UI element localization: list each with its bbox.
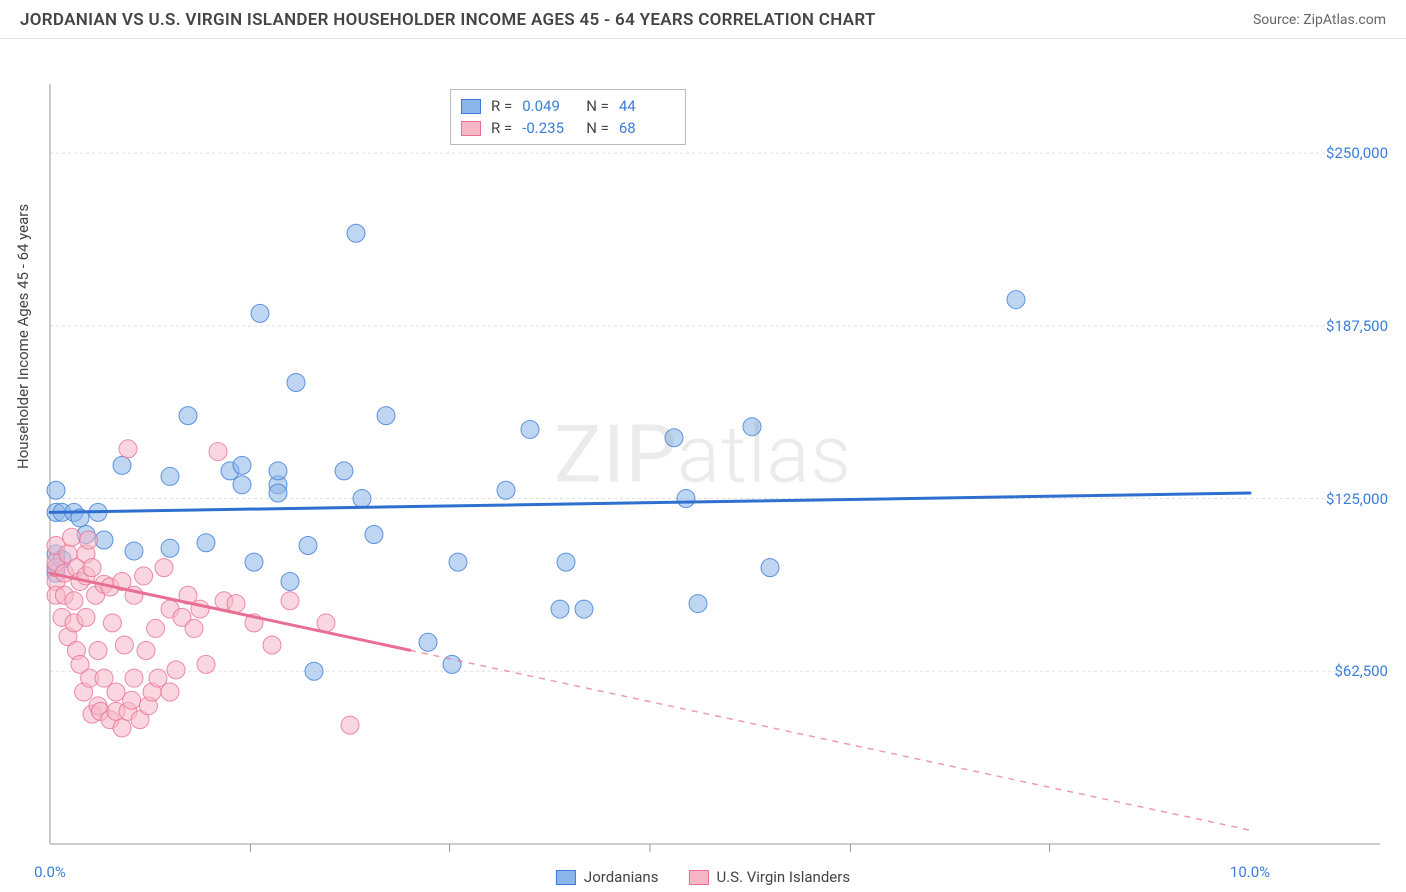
correlation-stats-box: R = 0.049 N = 44 R = -0.235 N = 68 [450,89,686,145]
n-value: 68 [619,119,673,137]
y-tick-label: $62,500 [1334,662,1388,680]
y-tick-label: $125,000 [1326,490,1388,508]
legend-label: Jordanians [584,868,659,886]
chart-area: Householder Income Ages 45 - 64 years ZI… [0,39,1406,889]
y-axis-label: Householder Income Ages 45 - 64 years [14,204,32,469]
r-value: -0.235 [522,119,576,137]
chart-header: JORDANIAN VS U.S. VIRGIN ISLANDER HOUSEH… [0,0,1406,39]
chart-title: JORDANIAN VS U.S. VIRGIN ISLANDER HOUSEH… [20,10,876,30]
stats-row: R = -0.235 N = 68 [461,117,673,139]
series-swatch-icon [461,99,481,114]
stats-row: R = 0.049 N = 44 [461,95,673,117]
legend-item: Jordanians [556,868,659,886]
legend-item: U.S. Virgin Islanders [688,868,850,886]
legend-swatch-icon [688,870,708,885]
y-tick-label: $187,500 [1326,317,1388,335]
chart-legend: Jordanians U.S. Virgin Islanders [556,868,850,886]
scatter-plot-svg [0,39,1406,889]
legend-swatch-icon [556,870,576,885]
chart-source: Source: ZipAtlas.com [1253,12,1386,28]
x-tick-label: 0.0% [34,863,66,881]
y-tick-label: $250,000 [1326,144,1388,162]
x-tick-label: 10.0% [1230,863,1270,881]
legend-label: U.S. Virgin Islanders [716,868,850,886]
n-value: 44 [619,97,673,115]
r-value: 0.049 [522,97,576,115]
series-swatch-icon [461,121,481,136]
